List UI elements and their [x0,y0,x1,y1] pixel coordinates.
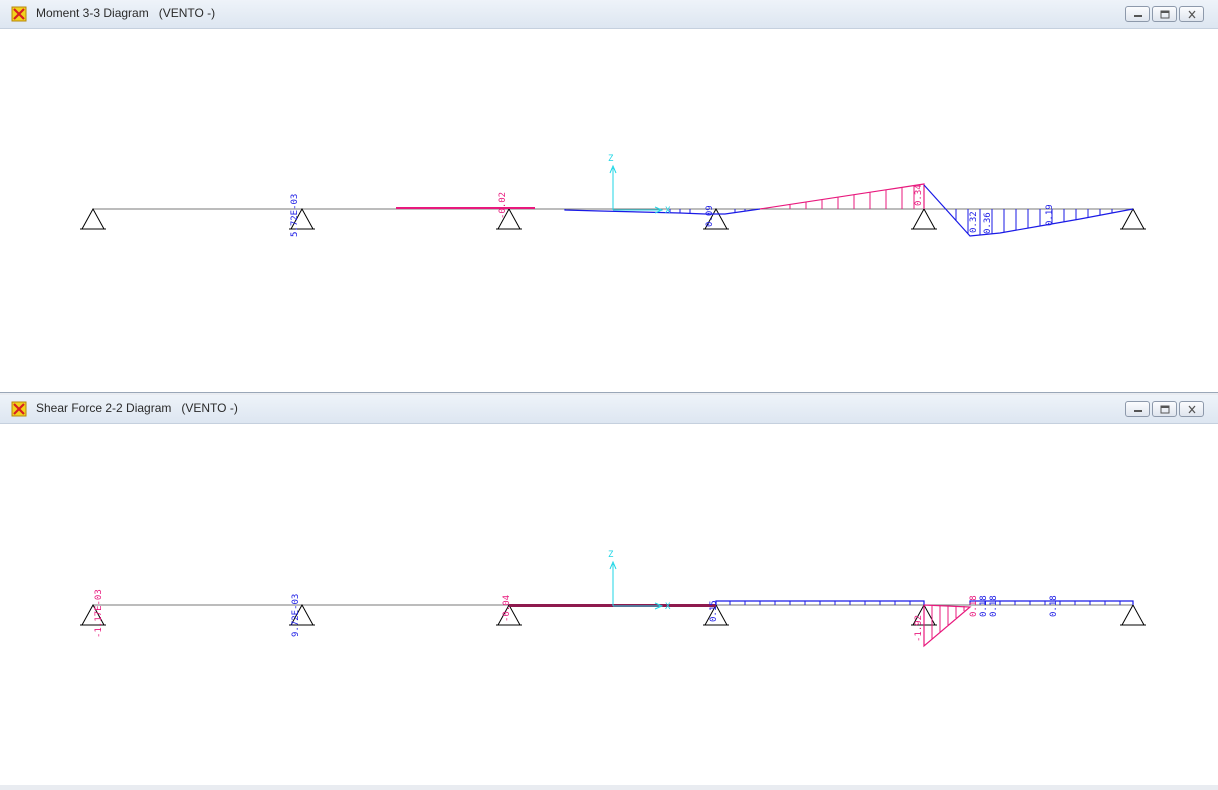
support-6 [1120,603,1146,626]
restore-button[interactable] [1152,6,1177,22]
diagram-canvas[interactable]: Z X -1.17E-03 9.72E-03 -0.04 0.15 -1.92 … [10,424,1218,785]
support-6 [1120,207,1146,230]
value-label: 0.15 [709,600,719,622]
value-label: -0.04 [502,595,512,622]
value-label: -0.02 [498,192,508,219]
value-label: -1.17E-03 [94,589,104,638]
value-label: -1.92 [914,615,924,642]
support-3 [496,603,522,626]
support-5 [911,207,937,230]
value-label: 0.09 [705,205,715,227]
value-label: 5.72E-03 [290,194,300,237]
minimize-icon [1134,410,1142,412]
support-2 [289,603,315,626]
axis-z-label: Z [608,154,614,164]
support-4 [703,603,729,626]
window-title: Moment 3-3 Diagram (VENTO -) [36,6,216,20]
axis-triad: Z X [608,154,671,216]
moment-span6-negative [923,184,1134,237]
value-label: 0.36 [983,212,993,234]
title-bar[interactable]: Moment 3-3 Diagram (VENTO -) [0,0,1218,29]
shear-span4-negative [715,600,925,605]
axis-x-label: X [665,602,671,612]
restore-icon [1160,10,1170,19]
restore-icon [1160,405,1170,414]
sap2000-icon [11,6,27,22]
minimize-button[interactable] [1125,401,1150,417]
minimize-button[interactable] [1125,6,1150,22]
value-label: 9.72E-03 [291,594,301,637]
support-1 [80,603,106,626]
value-label: 0.18 [1049,595,1059,617]
value-label: 0.19 [1045,204,1055,226]
value-label: 0.34 [914,184,924,206]
restore-button[interactable] [1152,401,1177,417]
window-title: Shear Force 2-2 Diagram (VENTO -) [36,401,238,415]
value-label: 0.18 [979,595,989,617]
close-button[interactable] [1179,6,1204,22]
value-label: 0.18 [969,595,979,617]
moment-span5-positive [759,183,925,210]
moment-diagram-window: Moment 3-3 Diagram (VENTO -) [0,0,1218,393]
axis-z-label: Z [608,550,614,560]
shear-diagram-window: Shear Force 2-2 Diagram (VENTO -) [0,395,1218,785]
axis-triad: Z X [608,550,671,612]
axis-x-label: X [665,206,671,216]
close-icon [1188,405,1196,414]
close-button[interactable] [1179,401,1204,417]
minimize-icon [1134,15,1142,17]
close-icon [1188,10,1196,19]
title-bar[interactable]: Shear Force 2-2 Diagram (VENTO -) [0,395,1218,424]
support-3 [496,207,522,230]
shear-span6-negative [969,600,1134,605]
value-label: 0.18 [989,595,999,617]
diagram-canvas[interactable]: Z X 5.72E-03 -0.02 0.09 0.34 0.32 0.36 0… [10,29,1218,388]
shear-span5-positive [923,604,972,648]
sap2000-icon [11,401,27,417]
value-label: 0.32 [969,211,979,233]
support-4 [703,207,729,230]
support-2 [289,207,315,230]
moment-span4-negative [564,208,761,215]
support-1 [80,207,106,230]
